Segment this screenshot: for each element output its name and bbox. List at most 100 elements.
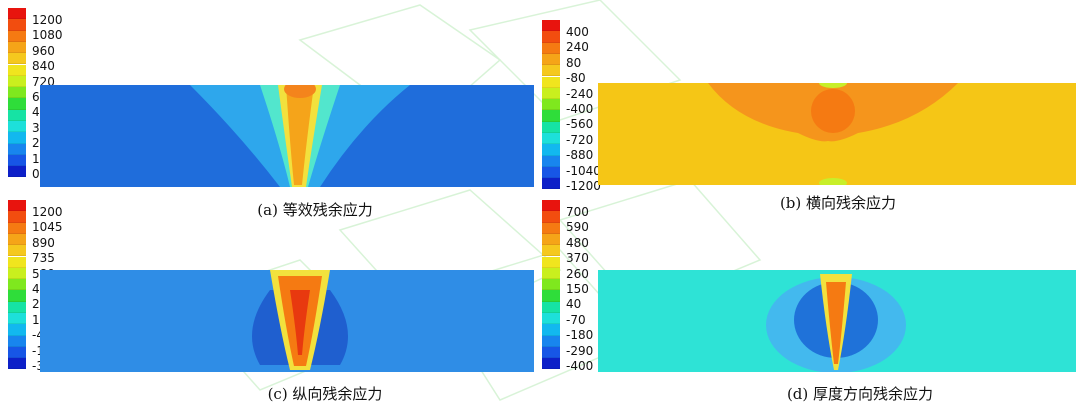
legend-swatch (8, 75, 26, 88)
legend-tick-label: -240 (566, 86, 594, 101)
legend-tick-label: 480 (566, 235, 589, 250)
legend-swatch (542, 133, 560, 145)
legend-swatch (8, 290, 26, 302)
legend-tick-label: 590 (566, 220, 589, 235)
legend-swatch (8, 98, 26, 110)
legend-tick-label: -400 (566, 102, 594, 117)
legend-swatch (8, 245, 26, 257)
legend-tick-label: 890 (32, 235, 55, 250)
legend-tick-label: -70 (566, 312, 586, 327)
legend-swatch (542, 42, 560, 54)
legend-tick-label: 1200 (32, 205, 63, 219)
legend-tick-label: 700 (566, 205, 589, 219)
legend-tick-label: 40 (566, 297, 582, 312)
legend-swatch (8, 8, 26, 20)
legend-tick-label: 370 (566, 251, 589, 266)
legend-swatch (542, 346, 560, 359)
legend-b: 400 240 80 -80 -240 -400 -560 -720 -880 -1040 -120… (542, 20, 604, 194)
legend-tick-label: 960 (32, 43, 55, 58)
legend-tick-label: -290 (566, 343, 594, 358)
legend-swatch (542, 211, 560, 223)
legend-swatch (8, 87, 26, 99)
legend-swatch (8, 267, 26, 280)
legend-swatch (8, 19, 26, 31)
legend-swatch (8, 30, 26, 42)
legend-tick-label: 150 (566, 282, 589, 297)
legend-swatch (8, 132, 26, 144)
legend-swatch (542, 144, 560, 156)
legend-swatch (8, 256, 26, 268)
legend-tick-label: 1080 (32, 28, 63, 43)
legend-swatch (542, 110, 560, 122)
legend-swatch (542, 155, 560, 167)
legend-swatch (8, 346, 26, 359)
legend-tick-label: 840 (32, 59, 55, 74)
legend-swatch (542, 279, 560, 291)
contour-plot-b (598, 83, 1076, 185)
legend-swatch (542, 87, 560, 100)
legend-swatch (542, 256, 560, 268)
legend-swatch (542, 200, 560, 212)
legend-swatch (8, 143, 26, 155)
legend-swatch (542, 31, 560, 43)
caption-a: (a) 等效残余应力 (257, 201, 373, 219)
legend-swatch (542, 166, 560, 179)
caption-b: (b) 横向残余应力 (779, 194, 897, 212)
legend-swatch (8, 358, 26, 370)
legend-swatch (542, 335, 560, 347)
contour-plot-c (40, 270, 534, 372)
legend-swatch (8, 166, 26, 178)
legend-swatch (542, 267, 560, 280)
legend-swatch (542, 99, 560, 111)
legend-swatch (542, 53, 560, 66)
contour-plot-a (40, 85, 534, 187)
legend-tick-label: -880 (566, 148, 594, 163)
legend-tick-label: 1200 (32, 13, 63, 27)
legend-tick-label: -560 (566, 117, 594, 132)
legend-swatch (8, 109, 26, 121)
legend-swatch (8, 324, 26, 336)
legend-swatch (542, 76, 560, 88)
legend-swatch (8, 279, 26, 291)
legend-tick-label: 240 (566, 40, 589, 55)
legend-tick-label: -400 (566, 359, 594, 374)
legend-swatch (542, 290, 560, 302)
legend-tick-label: 400 (566, 25, 589, 39)
legend-swatch (8, 53, 26, 65)
contour-plot-d (598, 270, 1076, 372)
legend-tick-label: -80 (566, 71, 586, 86)
caption-c: (c) 纵向残余应力 (267, 385, 383, 403)
legend-swatch (542, 301, 560, 313)
legend-swatch (8, 200, 26, 212)
legend-tick-label: -180 (566, 328, 594, 343)
legend-swatch (8, 233, 26, 246)
legend-swatch (8, 301, 26, 313)
legend-tick-label: 80 (566, 55, 582, 70)
legend-swatch (8, 41, 26, 54)
legend-swatch (8, 154, 26, 167)
legend-tick-label: 735 (32, 251, 55, 266)
legend-tick-label: 720 (32, 74, 55, 89)
legend-swatch (542, 313, 560, 325)
legend-swatch (542, 20, 560, 32)
legend-swatch (8, 335, 26, 347)
legend-tick-label: -1200 (566, 179, 601, 194)
legend-swatch (8, 64, 26, 76)
caption-d: (d) 厚度方向残余应力 (786, 385, 934, 403)
legend-d: 700 590 480 370 260 150 40 -70 -180 -290 -400 (542, 200, 604, 374)
legend-tick-label: -1040 (566, 163, 601, 178)
legend-swatch (8, 222, 26, 234)
legend-tick-label: 260 (566, 266, 589, 281)
legend-tick-label: 0 (32, 167, 40, 182)
legend-swatch (8, 313, 26, 325)
legend-swatch (542, 222, 560, 234)
legend-swatch (542, 358, 560, 370)
legend-swatch (542, 245, 560, 257)
legend-swatch (542, 178, 560, 190)
legend-swatch (542, 65, 560, 77)
legend-swatch (542, 121, 560, 133)
legend-swatch (542, 324, 560, 336)
legend-tick-label: -720 (566, 132, 594, 147)
legend-swatch (542, 233, 560, 246)
legend-tick-label: 1045 (32, 220, 63, 235)
